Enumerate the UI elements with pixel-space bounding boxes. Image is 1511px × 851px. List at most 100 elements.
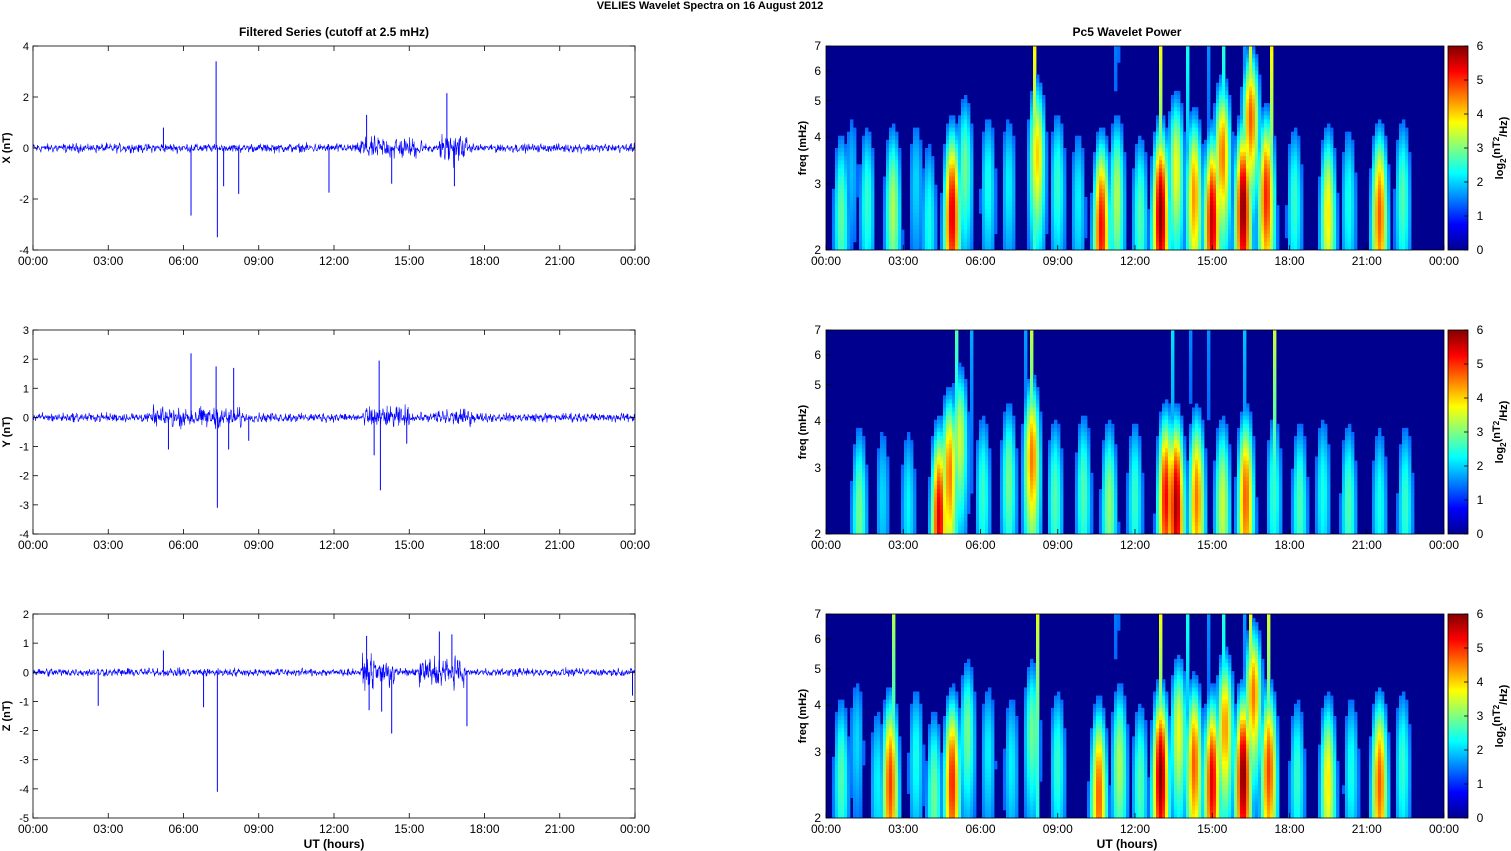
wavelet-panel-z: 2 3 4 5 6 7 00:00 03:00 06:00 09:00 12:00 15:00 18:0… [797, 607, 1510, 836]
y-tick-label: 1 [23, 383, 29, 395]
x-tick-label: 00:00 [18, 538, 48, 552]
x-tick-label: 18:00 [469, 254, 499, 268]
y-tick-label: -4 [19, 784, 29, 796]
x-tick-label: 00:00 [620, 254, 650, 268]
y-tick-label: -2 [19, 726, 29, 738]
y-tick-label: 6 [814, 64, 821, 78]
colorbar-tick-label: 4 [1477, 107, 1484, 121]
colorbar-tick-label: 2 [1477, 175, 1484, 189]
y-tick-label: 2 [23, 92, 29, 104]
x-tick-label: 21:00 [545, 822, 575, 836]
x-tick-label: 00:00 [1429, 822, 1459, 836]
timeseries-panel-x: -4 -2 0 2 4 00:00 03:00 06:00 09:00 12:00 15:00 18:… [1, 41, 650, 268]
x-tick-label: 00:00 [18, 254, 48, 268]
y-axis-label: freq (mHz) [797, 120, 809, 175]
timeseries-panel-z: -5 -4 -3 -2 -1 0 1 2 00:00 03:00 06:00 09:00 12:00 15… [1, 609, 650, 836]
y-tick-label: -1 [19, 696, 29, 708]
x-tick-label: 12:00 [319, 538, 349, 552]
y-tick-label: 2 [814, 243, 821, 257]
x-tick-label: 09:00 [244, 538, 274, 552]
y-tick-label: 4 [23, 41, 29, 53]
y-tick-label: 5 [814, 94, 821, 108]
x-tick-label: 06:00 [965, 822, 995, 836]
y-tick-label: 0 [23, 143, 29, 155]
colorbar-tick-label: 6 [1477, 323, 1484, 337]
y-tick-label: 3 [23, 325, 29, 337]
x-tick-label: 21:00 [545, 538, 575, 552]
y-axis-label: freq (mHz) [797, 688, 809, 743]
y-tick-label: -1 [19, 442, 29, 454]
colorbar-label: log2(nT2/Hz) [1491, 116, 1510, 179]
y-tick-label: 2 [814, 527, 821, 541]
y-tick-label: 2 [23, 609, 29, 621]
colorbar-tick-label: 0 [1477, 527, 1484, 541]
x-tick-label: 18:00 [1274, 254, 1304, 268]
y-tick-label: 4 [814, 414, 821, 428]
x-tick-label: 00:00 [1429, 254, 1459, 268]
timeseries-panel-y: -4 -3 -2 -1 0 1 2 3 00:00 03:00 06:00 09:00 12:00 15:… [1, 325, 650, 552]
y-tick-label: 4 [814, 130, 821, 144]
signal-trace-z [32, 652, 636, 691]
y-tick-label: 7 [814, 39, 821, 53]
x-tick-label: 12:00 [1120, 822, 1150, 836]
y-tick-label: 0 [23, 667, 29, 679]
x-tick-label: 03:00 [93, 822, 123, 836]
x-tick-label: 00:00 [18, 822, 48, 836]
y-tick-label: 5 [814, 378, 821, 392]
y-tick-label: 7 [814, 607, 821, 621]
right-column-title: Pc5 Wavelet Power [1073, 25, 1182, 39]
colorbar-tick-label: 1 [1477, 209, 1484, 223]
y-axis-label: freq (mHz) [797, 404, 809, 459]
x-tick-label: 15:00 [1197, 538, 1227, 552]
colorbar-tick-label: 2 [1477, 743, 1484, 757]
wavelet-panel-x: 2 3 4 5 6 7 00:00 03:00 06:00 09:00 12:00 15:00 18:0… [797, 39, 1510, 268]
x-tick-label: 00:00 [811, 254, 841, 268]
colorbar-tick-label: 1 [1477, 777, 1484, 791]
x-axis-label-right: UT (hours) [1097, 837, 1158, 851]
x-tick-label: 09:00 [244, 822, 274, 836]
y-tick-label: -3 [19, 755, 29, 767]
x-tick-label: 18:00 [469, 822, 499, 836]
y-axis-label: Z (nT) [1, 700, 13, 731]
colorbar-tick-label: 4 [1477, 675, 1484, 689]
colorbar-tick-label: 3 [1477, 709, 1484, 723]
x-tick-label: 09:00 [1043, 538, 1073, 552]
x-tick-label: 00:00 [620, 822, 650, 836]
x-tick-label: 03:00 [93, 254, 123, 268]
x-tick-label: 12:00 [1120, 254, 1150, 268]
y-tick-label: -4 [19, 245, 29, 257]
y-tick-label: 7 [814, 323, 821, 337]
x-tick-label: 09:00 [1043, 254, 1073, 268]
x-tick-label: 06:00 [168, 538, 198, 552]
y-tick-label: -4 [19, 529, 29, 541]
colorbar-tick-label: 5 [1477, 357, 1484, 371]
x-tick-label: 12:00 [1120, 538, 1150, 552]
x-tick-label: 15:00 [1197, 822, 1227, 836]
y-tick-label: -5 [19, 813, 29, 825]
colorbar-label: log2(nT2/Hz) [1491, 400, 1510, 463]
y-tick-label: 3 [814, 745, 821, 759]
x-tick-label: 09:00 [244, 254, 274, 268]
colorbar-tick-label: 1 [1477, 493, 1484, 507]
colorbar-tick-label: 4 [1477, 391, 1484, 405]
plot-grid: -4 -2 0 2 4 00:00 03:00 06:00 09:00 12:00 15:00 18:… [1, 39, 1510, 836]
colorbar: 0 1 2 3 4 5 6 log2(nT2/Hz) [1447, 607, 1510, 825]
x-tick-label: 00:00 [811, 822, 841, 836]
x-tick-label: 06:00 [168, 822, 198, 836]
x-tick-label: 21:00 [1352, 822, 1382, 836]
y-tick-label: 0 [23, 412, 29, 424]
wavelet-panel-y: 2 3 4 5 6 7 00:00 03:00 06:00 09:00 12:00 15:00 18:0… [797, 323, 1510, 552]
x-tick-label: 00:00 [620, 538, 650, 552]
y-tick-label: 4 [814, 698, 821, 712]
figure-suptitle: VELIES Wavelet Spectra on 16 August 2012 [597, 0, 824, 12]
x-tick-label: 06:00 [168, 254, 198, 268]
x-tick-label: 18:00 [1274, 538, 1304, 552]
plot-background [33, 330, 635, 534]
y-tick-label: 1 [23, 638, 29, 650]
x-tick-label: 21:00 [1352, 538, 1382, 552]
x-tick-label: 00:00 [811, 538, 841, 552]
colorbar-tick-label: 0 [1477, 243, 1484, 257]
colorbar-tick-label: 6 [1477, 39, 1484, 53]
x-tick-label: 03:00 [888, 822, 918, 836]
colorbar-tick-label: 3 [1477, 425, 1484, 439]
